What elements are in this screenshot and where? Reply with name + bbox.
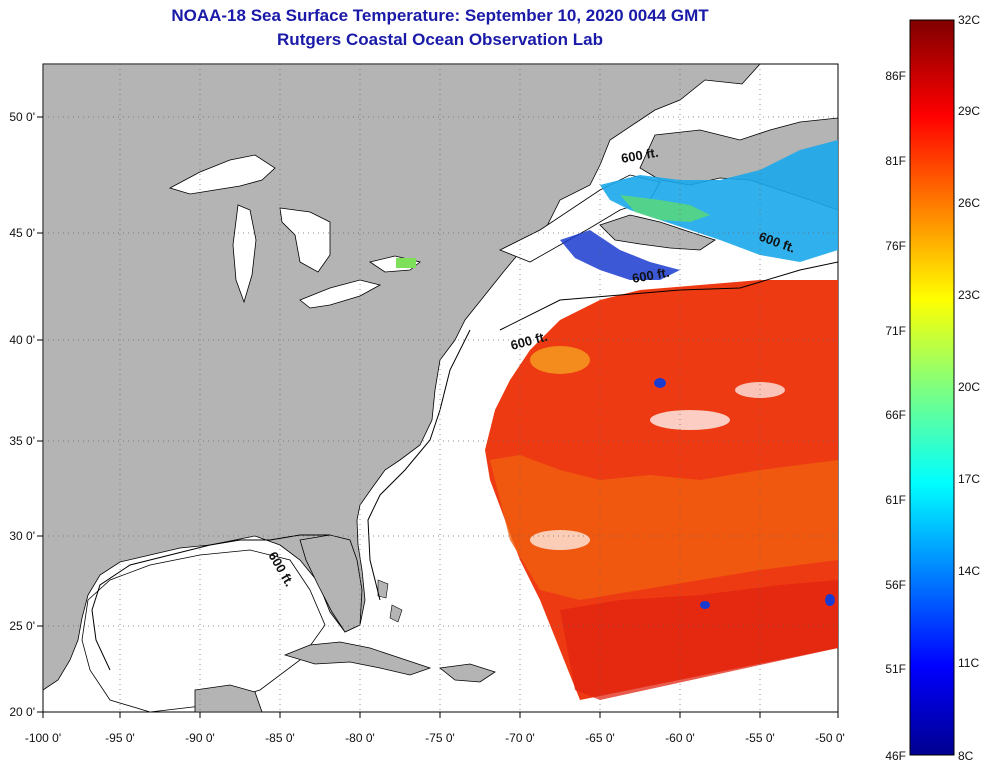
lat-label: 45 0' <box>9 226 35 240</box>
sst-patch-cold-1 <box>654 378 666 388</box>
lon-label: -90 0' <box>185 731 215 745</box>
colorbar-f-label: 56F <box>885 578 906 592</box>
graticule <box>43 64 838 712</box>
lake-ontario-sst <box>396 258 416 268</box>
colorbar-c-label: 32C <box>958 13 980 27</box>
sst-cool-band <box>600 140 838 262</box>
colorbar-c-label: 26C <box>958 196 980 210</box>
lon-label: -85 0' <box>265 731 295 745</box>
colorbar-c-label: 23C <box>958 288 980 302</box>
sst-patch-cold-3 <box>825 594 835 606</box>
sst-swath-red-south <box>560 580 838 700</box>
lon-label: -55 0' <box>745 731 775 745</box>
title-line-1: NOAA-18 Sea Surface Temperature: Septemb… <box>171 6 709 25</box>
land-hispaniola <box>439 663 496 683</box>
sst-green-band <box>620 195 710 222</box>
sst-cold-band <box>560 230 680 280</box>
colorbar <box>909 19 955 756</box>
lake-huron <box>279 207 331 273</box>
lake-michigan <box>232 204 257 304</box>
colorbar-f-label: 46F <box>885 749 906 763</box>
sst-patch-cloud-3 <box>530 530 590 550</box>
lon-label: -60 0' <box>665 731 695 745</box>
sst-patch-cold-2 <box>700 601 710 609</box>
land-nova-scotia <box>599 214 716 251</box>
land-cuba <box>283 641 432 676</box>
colorbar-c-label: 17C <box>958 472 980 486</box>
colorbar-f-label: 66F <box>885 408 906 422</box>
lon-label: -65 0' <box>585 731 615 745</box>
lake-superior <box>168 154 276 195</box>
lon-label: -100 0' <box>25 731 61 745</box>
land-yucatan <box>194 684 263 712</box>
axis-ticks <box>37 116 839 718</box>
lat-label: 50 0' <box>9 110 35 124</box>
lon-label: -50 0' <box>815 731 845 745</box>
colorbar-f-label: 81F <box>885 154 906 168</box>
colorbar-f-label: 86F <box>885 69 906 83</box>
colorbar-c-label: 29C <box>958 104 980 118</box>
sst-patch-cloud-1 <box>650 410 730 430</box>
colorbar-f-label: 71F <box>885 324 906 338</box>
sst-swath-orange-band <box>490 455 838 600</box>
sst-patch-1 <box>530 346 590 374</box>
colorbar-f-label: 76F <box>885 239 906 253</box>
lake-erie <box>299 279 382 309</box>
lat-label: 20 0' <box>9 705 35 719</box>
lat-label: 40 0' <box>9 333 35 347</box>
lon-label: -80 0' <box>345 731 375 745</box>
colorbar-f-label: 61F <box>885 493 906 507</box>
lat-label: 35 0' <box>9 434 35 448</box>
colorbar-c-label: 20C <box>958 380 980 394</box>
colorbar-c-label: 11C <box>958 656 979 670</box>
colorbar-c-label: 8C <box>958 749 974 763</box>
lat-label: 25 0' <box>9 619 35 633</box>
title-line-2: Rutgers Coastal Ocean Observation Lab <box>277 30 603 49</box>
gulf-of-mexico <box>81 549 326 712</box>
contour-label-3: 600 ft. <box>631 265 671 286</box>
contour-label-1: 600 ft. <box>620 145 660 166</box>
colorbar-f-label: 51F <box>885 662 906 676</box>
lon-label: -75 0' <box>425 731 455 745</box>
colorbar-c-label: 14C <box>958 564 980 578</box>
lon-label: -95 0' <box>105 731 135 745</box>
lat-label: 30 0' <box>9 529 35 543</box>
lon-label: -70 0' <box>505 731 535 745</box>
